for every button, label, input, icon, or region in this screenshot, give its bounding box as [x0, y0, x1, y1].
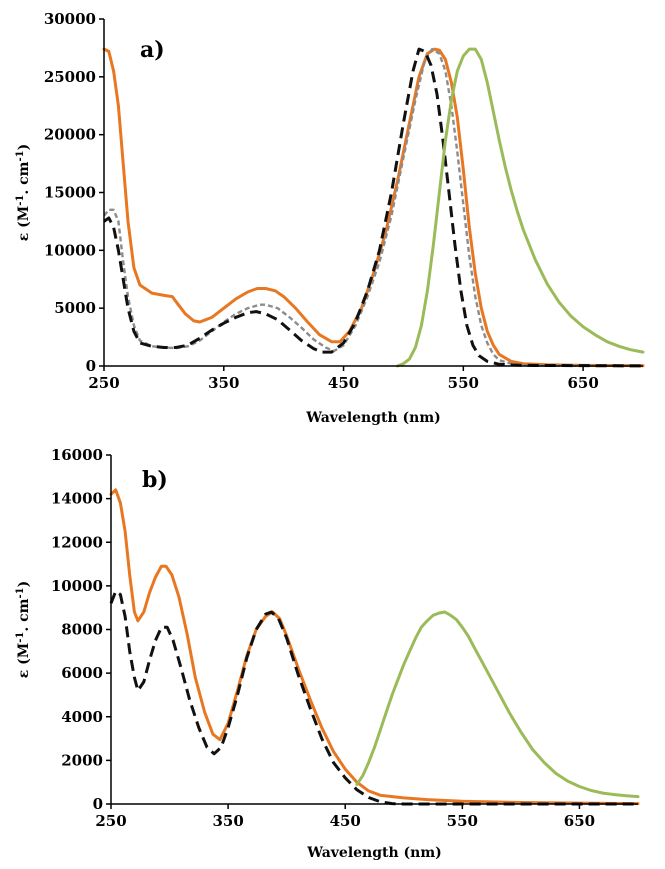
y-tick-label: 10000	[51, 577, 103, 595]
x-tick-label: 650	[567, 374, 598, 392]
y-tick-label: 4000	[61, 708, 103, 726]
x-tick-label: 550	[447, 812, 478, 830]
y-tick-label: 5000	[54, 299, 96, 317]
x-axis-title: Wavelength (nm)	[306, 845, 442, 861]
panel-label: b)	[142, 467, 168, 493]
series-line-absorption-orange	[109, 488, 640, 806]
y-tick-label: 16000	[51, 446, 103, 464]
y-tick-label: 10000	[44, 241, 96, 259]
x-tick-label: 350	[208, 374, 239, 392]
x-tick-label: 550	[448, 374, 479, 392]
panel-label: a)	[140, 37, 165, 63]
y-axis-title-superscript: -1	[15, 587, 26, 598]
series-line-emission-green	[396, 47, 645, 368]
series-line-emission-green	[355, 610, 640, 799]
y-tick-label: 2000	[61, 751, 103, 769]
y-tick-label: 12000	[51, 533, 103, 551]
panel-a-chart: 0 5000 10000 15000 20000 25000 30000 250 350 450 5…	[15, 10, 645, 426]
y-axis-title-superscript: -1	[15, 150, 26, 161]
y-tick-label: 8000	[61, 621, 103, 639]
series-line-absorption-grey-dashed	[103, 47, 644, 367]
x-tick-label: 350	[212, 812, 243, 830]
x-tick-label: 250	[88, 374, 119, 392]
y-tick-label: 6000	[61, 664, 103, 682]
x-tick-label: 450	[330, 812, 361, 830]
x-axis-title: Wavelength (nm)	[305, 410, 441, 426]
y-axis-title-superscript: -1	[15, 195, 26, 206]
y-axis-title-part: . cm	[16, 161, 32, 194]
x-tick-label: 450	[328, 374, 359, 392]
y-axis-title-superscript: -1	[15, 632, 26, 643]
y-axis-title-part: )	[16, 144, 32, 151]
y-tick-label: 15000	[44, 184, 96, 202]
y-tick-label: 0	[86, 357, 96, 375]
series-line-absorption-black-dashed	[103, 47, 644, 368]
x-tick-label: 250	[95, 812, 126, 830]
y-axis-title: ε (M-1. cm-1)	[15, 581, 33, 678]
y-tick-label: 0	[93, 795, 103, 813]
y-axis-title-part: . cm	[16, 598, 32, 631]
y-tick-label: 14000	[51, 490, 103, 508]
series-line-absorption-black-dashed	[109, 589, 638, 806]
y-tick-label: 20000	[44, 126, 96, 144]
y-axis-title-part: ε (M	[16, 206, 32, 242]
y-axis-title-part: ε (M	[16, 643, 32, 679]
y-axis-title: ε (M-1. cm-1)	[15, 144, 33, 241]
x-tick-label: 650	[564, 812, 595, 830]
series-line-absorption-orange	[102, 47, 645, 368]
y-axis-title-part: )	[16, 581, 32, 588]
y-tick-label: 30000	[44, 10, 96, 28]
panel-b-chart: 0 2000 4000 6000 8000 10000 12000 14000 16000 250…	[15, 446, 640, 861]
y-tick-label: 25000	[44, 68, 96, 86]
